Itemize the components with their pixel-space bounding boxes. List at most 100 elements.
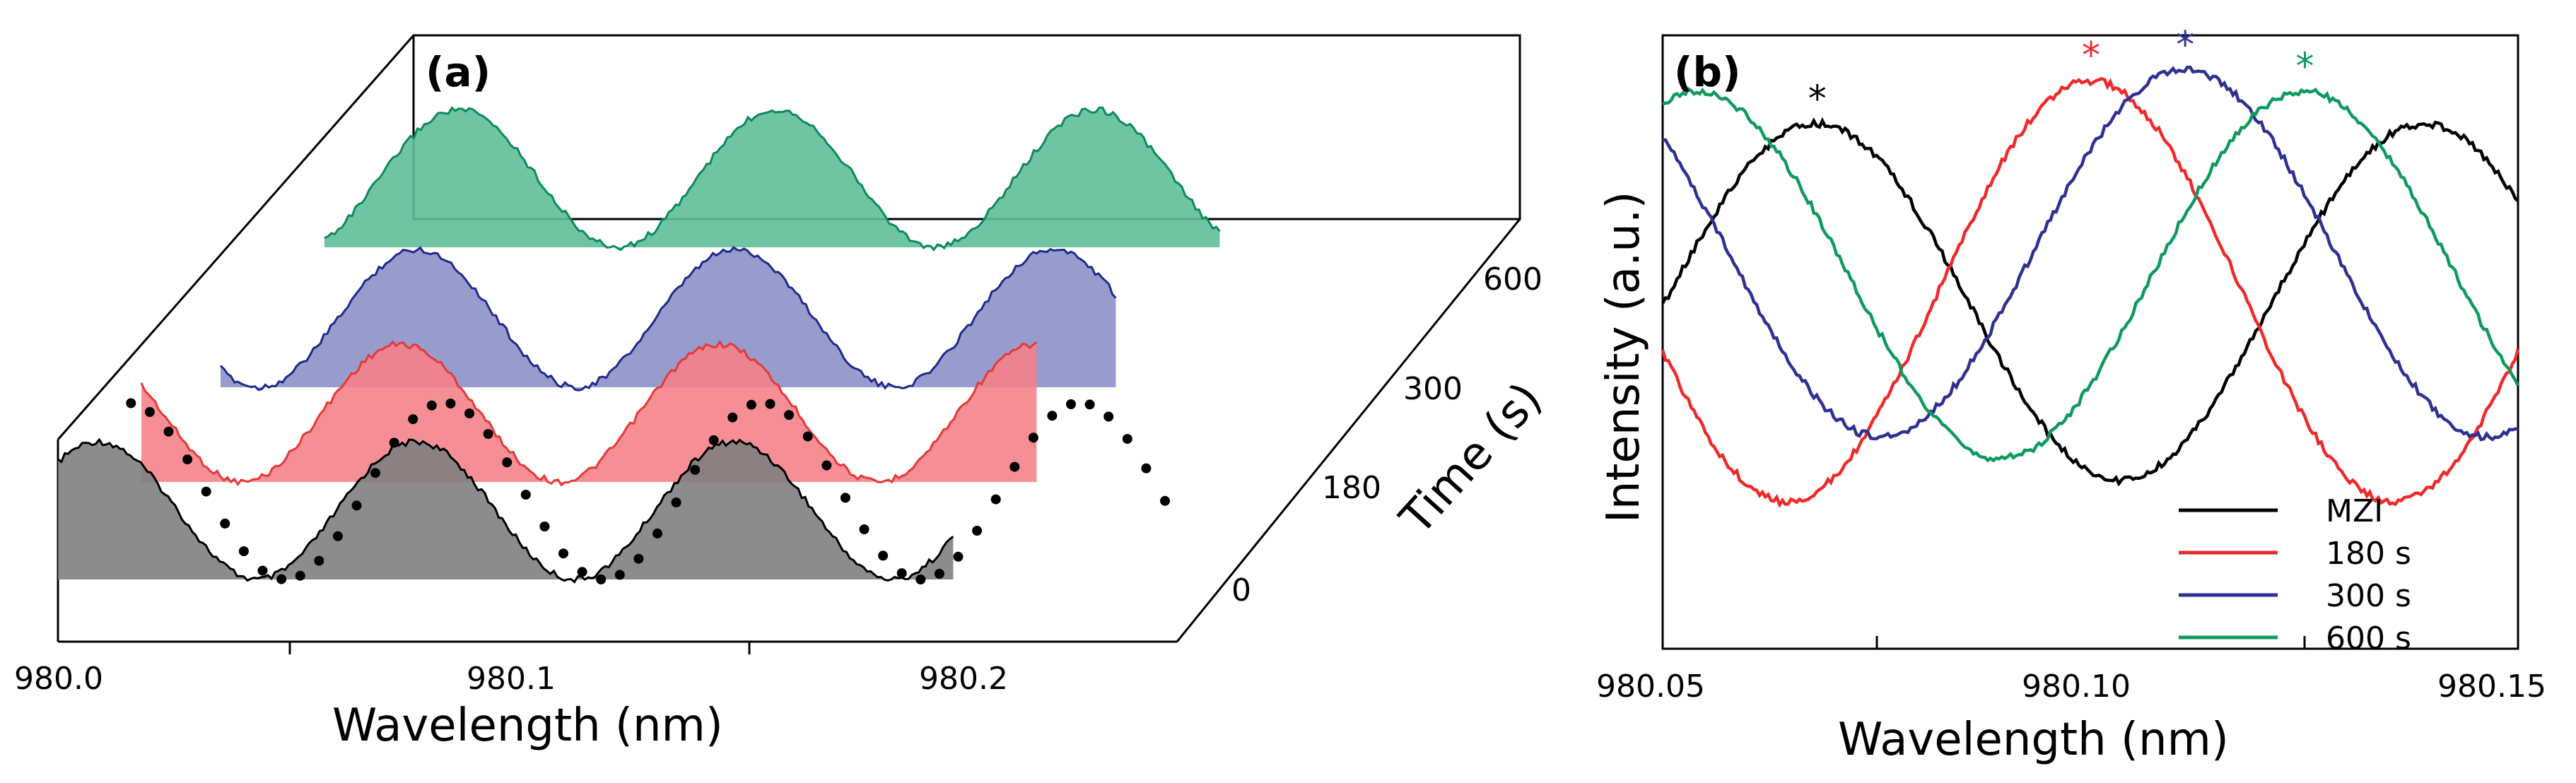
- time-tick-600: 600: [1483, 261, 1542, 298]
- reference-dot: [671, 498, 681, 507]
- reference-dots: [126, 398, 1170, 584]
- tick-label-980-05: 980.05: [1596, 669, 1705, 705]
- series-line-180s: [1661, 77, 2520, 508]
- panel-b-series: [1661, 65, 2520, 508]
- reference-dot: [1066, 399, 1076, 409]
- time-tick-300: 300: [1403, 371, 1463, 407]
- reference-dot: [539, 522, 550, 531]
- reference-dot: [1103, 411, 1114, 422]
- reference-dot: [464, 408, 474, 418]
- reference-dot: [840, 493, 850, 503]
- reference-dot: [896, 568, 907, 579]
- box-edge-top-left: [57, 35, 415, 440]
- reference-dot: [802, 431, 813, 442]
- time-tick-180: 180: [1322, 470, 1381, 506]
- reference-dot: [520, 490, 531, 500]
- area-fill-180: [141, 341, 1037, 485]
- time-tick-0: 0: [1231, 572, 1251, 608]
- reference-dot: [746, 399, 756, 410]
- reference-dot: [408, 414, 418, 425]
- reference-dot: [784, 410, 795, 420]
- reference-dot: [1028, 432, 1038, 443]
- area-outline-0: [57, 437, 954, 584]
- panel-b-peak-markers: * * * *: [1808, 24, 2314, 120]
- series-line-MZI: [1661, 117, 2519, 487]
- reference-dot: [915, 575, 926, 584]
- area-outline-600: [324, 106, 1221, 252]
- tick-label-980-0: 980.0: [14, 661, 103, 697]
- reference-dot: [1009, 461, 1020, 472]
- legend-label-300s: 300 s: [2326, 578, 2411, 614]
- reference-dot: [144, 407, 155, 417]
- waterfall-plot: [57, 106, 1221, 584]
- reference-dot: [953, 551, 964, 562]
- tick-label-980-15: 980.15: [2437, 669, 2546, 705]
- legend-label-mzi: MZI: [2326, 493, 2383, 529]
- peak-marker-300s: *: [2176, 24, 2194, 66]
- reference-dot: [878, 551, 889, 561]
- reference-dot: [821, 460, 832, 471]
- time-axis-line: [1176, 218, 1521, 642]
- panel-b: * * * * (b) 980.05 980.10 980.15 Wavelength…: [1596, 24, 2546, 766]
- legend-label-600s: 600 s: [2326, 620, 2411, 657]
- reference-dot: [972, 526, 983, 536]
- peak-marker-MZI: *: [1808, 78, 1827, 120]
- legend-label-180s: 180 s: [2326, 536, 2411, 572]
- panel-a-x-axis-title: Wavelength (nm): [332, 700, 723, 752]
- reference-dot: [1122, 434, 1132, 445]
- tick-label-980-10: 980.10: [2022, 669, 2131, 705]
- peak-marker-600s: *: [2296, 45, 2314, 88]
- reference-dot: [577, 567, 587, 577]
- reference-dot: [257, 565, 268, 576]
- tick-label-980-2: 980.2: [919, 661, 1008, 697]
- reference-dot: [163, 426, 174, 437]
- reference-dot: [1141, 463, 1152, 473]
- reference-dot: [633, 553, 644, 564]
- tick-label-980-1: 980.1: [467, 661, 556, 697]
- reference-dot: [708, 435, 719, 445]
- back-face-frame: [412, 34, 1521, 220]
- reference-dot: [859, 524, 870, 534]
- area-fill-600: [324, 107, 1220, 250]
- reference-dot: [727, 412, 738, 423]
- reference-dot: [126, 398, 136, 408]
- reference-dot: [276, 574, 287, 584]
- reference-dot: [1047, 411, 1058, 421]
- reference-dot: [332, 531, 343, 541]
- reference-dot: [690, 464, 701, 475]
- reference-dot: [765, 399, 775, 409]
- reference-dot: [370, 468, 380, 478]
- panel-b-legend: MZI 180 s 300 s 600 s: [2179, 493, 2411, 657]
- reference-dot: [445, 399, 456, 408]
- series-line-300s: [1662, 65, 2519, 442]
- reference-dot: [314, 555, 324, 566]
- reference-dot: [426, 400, 437, 411]
- reference-dot: [483, 429, 493, 440]
- reference-dot: [220, 518, 230, 529]
- reference-dot: [238, 546, 249, 556]
- reference-dot: [558, 548, 568, 559]
- panel-a: (a) 980.0 980.1 980.2 Wavelength (nm) 0 …: [14, 34, 1552, 752]
- panel-b-y-axis-title: Intensity (a.u.): [1598, 192, 1650, 523]
- reference-dot: [201, 486, 211, 497]
- reference-dot: [389, 437, 399, 448]
- reference-dot: [1160, 495, 1170, 506]
- peak-marker-180s: *: [2082, 35, 2100, 77]
- panel-a-label: (a): [426, 48, 491, 96]
- reference-dot: [596, 574, 607, 584]
- area-fill-300: [221, 247, 1116, 391]
- reference-dot: [182, 454, 193, 465]
- reference-dot: [351, 500, 362, 511]
- reference-dot: [652, 528, 662, 538]
- reference-dot: [614, 570, 625, 580]
- reference-dot: [934, 568, 944, 579]
- reference-dot: [1084, 399, 1095, 410]
- area-fill-0: [58, 440, 954, 582]
- series-line-600s: [1661, 86, 2520, 463]
- reference-dot: [990, 494, 1001, 505]
- panel-b-plot-frame: [1661, 34, 2519, 650]
- area-outline-300: [219, 246, 1117, 392]
- reference-dot: [502, 457, 513, 468]
- area-outline-180: [140, 339, 1038, 487]
